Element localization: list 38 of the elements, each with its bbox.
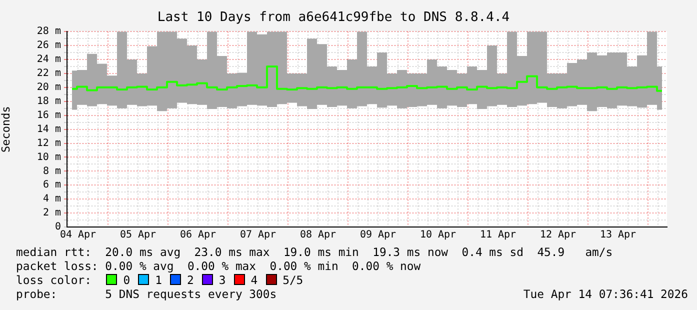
text: packet loss: 0.00 % avg 0.00 % max 0.00 % min 0.00 % now xyxy=(16,259,422,273)
legend-title: loss color: xyxy=(16,273,92,287)
y-tick-label: 2 m xyxy=(42,208,61,219)
chart-title: Last 10 Days from a6e641c99fbe to DNS 8.8.4.4 xyxy=(157,10,510,26)
x-tick-label: 12 Apr xyxy=(540,230,576,241)
text: median rtt: 20.0 ms avg 23.0 ms max 19.0 ms min 19.3 ms now 0.4 ms sd 45.9 am/s xyxy=(16,245,614,259)
y-tick-label: 14 m xyxy=(36,124,61,135)
y-tick-label: 20 m xyxy=(36,82,61,94)
y-tick-label: 6 m xyxy=(42,180,61,191)
legend-label: 1 xyxy=(155,273,162,287)
x-tick-label: 07 Apr xyxy=(240,230,276,241)
x-tick-label: 09 Apr xyxy=(360,230,396,241)
x-tick-label: 04 Apr xyxy=(60,230,96,241)
y-tick-label: 26 m xyxy=(36,40,61,52)
legend-label: 5/5 xyxy=(282,273,304,287)
x-tick-label: 11 Apr xyxy=(480,230,516,241)
x-tick-label: 05 Apr xyxy=(120,230,156,241)
x-tick-label: 10 Apr xyxy=(420,230,456,241)
y-tick-label: 28 m xyxy=(36,26,61,38)
y-tick-label: 0 xyxy=(54,222,61,233)
x-tick-label: 06 Apr xyxy=(180,230,216,241)
text: Tue Apr 14 07:36:41 2026 xyxy=(523,287,688,301)
legend-label: 4 xyxy=(250,273,258,287)
legend-label: 0 xyxy=(123,273,130,287)
y-tick-label: 10 m xyxy=(36,152,61,163)
x-tick-label: 13 Apr xyxy=(600,230,636,241)
y-tick-label: 18 m xyxy=(36,96,61,107)
y-axis-title: Seconds xyxy=(0,106,12,152)
legend-label: 3 xyxy=(218,273,226,287)
legend-label: 2 xyxy=(187,273,194,287)
y-tick-label: 8 m xyxy=(42,166,61,177)
y-tick-label: 16 m xyxy=(36,110,61,121)
y-tick-label: 4 m xyxy=(42,194,61,205)
y-tick-label: 22 m xyxy=(36,68,61,80)
y-tick-label: 12 m xyxy=(36,138,61,149)
y-tick-label: 24 m xyxy=(36,54,61,66)
text: probe: 5 DNS requests every 300s xyxy=(16,287,277,301)
x-tick-label: 08 Apr xyxy=(300,230,336,241)
